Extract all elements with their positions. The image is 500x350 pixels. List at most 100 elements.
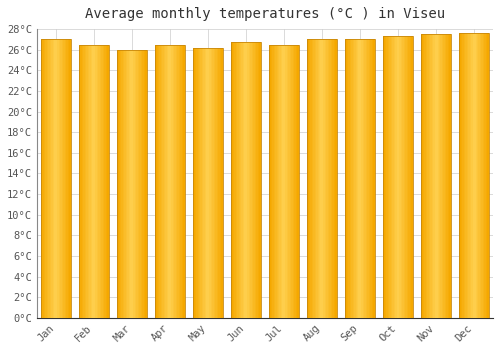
Bar xyxy=(269,44,270,318)
Bar xyxy=(135,50,136,318)
Bar xyxy=(272,44,274,318)
Bar xyxy=(58,39,59,318)
Bar xyxy=(466,33,468,318)
Bar xyxy=(389,36,390,318)
Bar xyxy=(164,44,166,318)
Bar xyxy=(56,39,58,318)
Bar xyxy=(354,39,356,318)
Bar xyxy=(98,44,100,318)
Bar xyxy=(356,39,357,318)
Bar xyxy=(91,44,92,318)
Bar xyxy=(396,36,398,318)
Bar xyxy=(155,44,156,318)
Bar xyxy=(249,42,250,318)
Bar xyxy=(404,36,406,318)
Bar xyxy=(168,44,170,318)
Bar xyxy=(312,39,313,318)
Bar xyxy=(465,33,466,318)
Bar xyxy=(128,50,129,318)
Bar xyxy=(202,48,203,318)
Bar xyxy=(123,50,124,318)
Bar xyxy=(346,39,348,318)
Bar xyxy=(104,44,106,318)
Bar xyxy=(432,34,433,318)
Bar xyxy=(244,42,246,318)
Bar xyxy=(172,44,173,318)
Bar xyxy=(79,44,80,318)
Bar xyxy=(284,44,286,318)
Bar xyxy=(248,42,249,318)
Bar xyxy=(476,33,477,318)
Bar xyxy=(212,48,214,318)
Bar xyxy=(234,42,235,318)
Bar xyxy=(474,33,476,318)
Bar xyxy=(351,39,352,318)
Bar xyxy=(218,48,220,318)
Bar xyxy=(200,48,202,318)
Bar xyxy=(69,39,70,318)
Bar xyxy=(94,44,96,318)
Bar xyxy=(421,34,451,318)
Bar xyxy=(155,44,184,318)
Bar xyxy=(79,44,108,318)
Bar xyxy=(433,34,434,318)
Bar xyxy=(281,44,282,318)
Bar xyxy=(472,33,474,318)
Bar xyxy=(360,39,362,318)
Bar xyxy=(66,39,68,318)
Bar xyxy=(214,48,216,318)
Bar xyxy=(85,44,86,318)
Bar xyxy=(68,39,69,318)
Bar xyxy=(369,39,370,318)
Bar xyxy=(307,39,308,318)
Bar xyxy=(64,39,66,318)
Bar xyxy=(445,34,446,318)
Bar xyxy=(173,44,174,318)
Bar xyxy=(90,44,91,318)
Bar xyxy=(446,34,448,318)
Bar xyxy=(324,39,325,318)
Bar xyxy=(199,48,200,318)
Bar xyxy=(374,39,375,318)
Bar xyxy=(156,44,158,318)
Bar xyxy=(97,44,98,318)
Bar xyxy=(124,50,126,318)
Bar xyxy=(88,44,90,318)
Bar xyxy=(82,44,84,318)
Bar xyxy=(258,42,260,318)
Bar xyxy=(348,39,350,318)
Bar xyxy=(122,50,123,318)
Bar xyxy=(310,39,312,318)
Bar xyxy=(394,36,395,318)
Bar xyxy=(280,44,281,318)
Bar xyxy=(231,42,232,318)
Bar xyxy=(41,39,70,318)
Bar xyxy=(100,44,102,318)
Bar xyxy=(142,50,144,318)
Bar xyxy=(400,36,401,318)
Bar xyxy=(54,39,56,318)
Bar xyxy=(176,44,178,318)
Bar xyxy=(145,50,146,318)
Bar xyxy=(464,33,465,318)
Bar xyxy=(430,34,432,318)
Bar xyxy=(325,39,326,318)
Bar xyxy=(46,39,47,318)
Bar xyxy=(42,39,44,318)
Bar xyxy=(372,39,374,318)
Bar xyxy=(174,44,176,318)
Bar xyxy=(167,44,168,318)
Bar xyxy=(126,50,128,318)
Bar xyxy=(322,39,324,318)
Bar xyxy=(442,34,444,318)
Bar xyxy=(468,33,469,318)
Bar xyxy=(439,34,440,318)
Bar xyxy=(44,39,46,318)
Bar xyxy=(102,44,104,318)
Bar xyxy=(428,34,430,318)
Bar xyxy=(460,33,462,318)
Bar xyxy=(254,42,255,318)
Bar xyxy=(334,39,336,318)
Bar xyxy=(170,44,172,318)
Bar xyxy=(274,44,275,318)
